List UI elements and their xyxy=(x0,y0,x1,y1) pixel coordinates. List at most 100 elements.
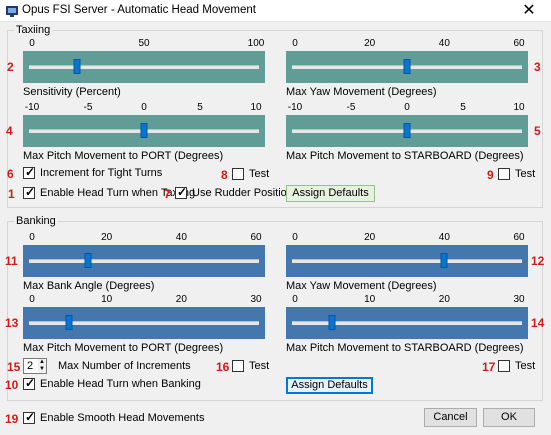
tick-label: 0 xyxy=(29,38,35,49)
tick-label: 10 xyxy=(250,102,262,113)
smooth-head-movements-checkbox[interactable]: Enable Smooth Head Movements xyxy=(23,410,204,424)
bank-max-bank-scale: 0 20 40 60 xyxy=(23,232,265,244)
slider-thumb[interactable] xyxy=(440,253,448,268)
taxi-assign-defaults-button[interactable]: Assign Defaults xyxy=(286,185,375,202)
taxi-max-yaw-slider[interactable] xyxy=(286,51,528,83)
marker-6: 6 xyxy=(7,167,14,181)
marker-3: 3 xyxy=(534,60,541,74)
checkbox-box[interactable] xyxy=(175,185,187,199)
bank-max-bank-slider[interactable] xyxy=(23,245,265,277)
tick-label: 20 xyxy=(364,232,376,243)
taxi-test-port-checkbox[interactable]: Test xyxy=(232,168,269,180)
marker-16: 16 xyxy=(216,360,230,374)
slider-track[interactable] xyxy=(29,321,259,325)
marker-14: 14 xyxy=(531,316,545,330)
checkbox-box[interactable] xyxy=(23,410,35,424)
slider-track[interactable] xyxy=(292,259,522,263)
slider-thumb[interactable] xyxy=(73,59,81,74)
slider-thumb[interactable] xyxy=(328,315,336,330)
taxi-max-yaw-scale: 0 20 40 60 xyxy=(286,38,528,50)
tick-label: 50 xyxy=(138,38,150,49)
tick-label: 30 xyxy=(250,294,262,305)
bank-max-bank-label: Max Bank Angle (Degrees) xyxy=(23,280,155,292)
marker-10: 10 xyxy=(5,378,19,392)
cancel-button[interactable]: Cancel xyxy=(424,408,477,427)
taxiing-group-label: Taxiing xyxy=(14,24,53,36)
taxi-pitch-port-slider[interactable] xyxy=(23,115,265,147)
tick-label: 0 xyxy=(292,38,298,49)
banking-group xyxy=(7,221,543,401)
tick-label: 60 xyxy=(513,38,525,49)
close-button[interactable]: ✕ xyxy=(522,2,536,19)
tick-label: 30 xyxy=(513,294,525,305)
taxi-pitch-starboard-slider[interactable] xyxy=(286,115,528,147)
marker-7: 7 xyxy=(164,187,171,201)
slider-thumb[interactable] xyxy=(65,315,73,330)
increment-tight-turns-checkbox[interactable]: Increment for Tight Turns xyxy=(23,165,162,179)
ok-button[interactable]: OK xyxy=(483,408,535,427)
tick-label: 10 xyxy=(513,102,525,113)
slider-track[interactable] xyxy=(292,321,522,325)
taxi-pitch-starboard-scale: -10 -5 0 5 10 xyxy=(286,102,528,114)
bank-test-starboard-checkbox[interactable]: Test xyxy=(498,360,535,372)
taxi-max-yaw-label: Max Yaw Movement (Degrees) xyxy=(286,86,437,98)
slider-track[interactable] xyxy=(29,259,259,263)
marker-15: 15 xyxy=(7,360,21,374)
slider-track[interactable] xyxy=(29,65,259,69)
tick-label: -5 xyxy=(346,102,356,113)
slider-thumb[interactable] xyxy=(84,253,92,268)
checkbox-box[interactable] xyxy=(23,376,35,390)
marker-4: 4 xyxy=(6,124,13,138)
increments-stepper[interactable]: 2 ▲ ▼ xyxy=(23,358,47,374)
app-icon xyxy=(6,6,18,17)
bank-pitch-port-label: Max Pitch Movement to PORT (Degrees) xyxy=(23,342,224,354)
marker-13: 13 xyxy=(5,316,19,330)
tick-label: 20 xyxy=(364,38,376,49)
tick-label: 40 xyxy=(438,232,450,243)
tick-label: 0 xyxy=(29,294,35,305)
use-rudder-checkbox[interactable]: Use Rudder Position xyxy=(175,185,293,199)
tick-label: 0 xyxy=(29,232,35,243)
tick-label: 20 xyxy=(175,294,187,305)
sensitivity-slider[interactable] xyxy=(23,51,265,83)
taxi-test-starboard-checkbox[interactable]: Test xyxy=(498,168,535,180)
bank-pitch-starboard-scale: 0 10 20 30 xyxy=(286,294,528,306)
title-bar: Opus FSI Server - Automatic Head Movemen… xyxy=(0,0,551,22)
bank-max-yaw-label: Max Yaw Movement (Degrees) xyxy=(286,280,437,292)
tick-label: 0 xyxy=(404,102,410,113)
tick-label: -5 xyxy=(83,102,93,113)
checkbox-box[interactable] xyxy=(498,168,510,180)
slider-thumb[interactable] xyxy=(403,123,411,138)
bank-pitch-starboard-slider[interactable] xyxy=(286,307,528,339)
tick-label: -10 xyxy=(24,102,40,113)
checkbox-box[interactable] xyxy=(23,165,35,179)
tick-label: 40 xyxy=(175,232,187,243)
tick-label: 20 xyxy=(438,294,450,305)
checkbox-box[interactable] xyxy=(23,185,35,199)
bank-assign-defaults-button[interactable]: Assign Defaults xyxy=(286,377,373,394)
checkbox-box[interactable] xyxy=(232,168,244,180)
marker-12: 12 xyxy=(531,254,545,268)
slider-thumb[interactable] xyxy=(140,123,148,138)
tick-label: 10 xyxy=(101,294,113,305)
increments-label: Max Number of Increments xyxy=(58,360,191,372)
bank-test-port-checkbox[interactable]: Test xyxy=(232,360,269,372)
spin-up-icon[interactable]: ▲ xyxy=(38,359,46,366)
checkbox-box[interactable] xyxy=(498,360,510,372)
slider-thumb[interactable] xyxy=(403,59,411,74)
tick-label: 40 xyxy=(438,38,450,49)
increments-value[interactable]: 2 xyxy=(27,360,34,372)
bank-pitch-port-slider[interactable] xyxy=(23,307,265,339)
enable-head-turn-banking-checkbox[interactable]: Enable Head Turn when Banking xyxy=(23,376,201,390)
tick-label: 60 xyxy=(513,232,525,243)
marker-2: 2 xyxy=(7,60,14,74)
checkbox-box[interactable] xyxy=(232,360,244,372)
bank-max-yaw-slider[interactable] xyxy=(286,245,528,277)
enable-head-turn-taxiing-checkbox[interactable]: Enable Head Turn when Taxiing xyxy=(23,185,195,199)
tick-label: 0 xyxy=(141,102,147,113)
spin-down-icon[interactable]: ▼ xyxy=(38,366,46,373)
marker-5: 5 xyxy=(534,124,541,138)
sensitivity-label: Sensitivity (Percent) xyxy=(23,86,121,98)
marker-1: 1 xyxy=(8,187,15,201)
bank-max-yaw-scale: 0 20 40 60 xyxy=(286,232,528,244)
